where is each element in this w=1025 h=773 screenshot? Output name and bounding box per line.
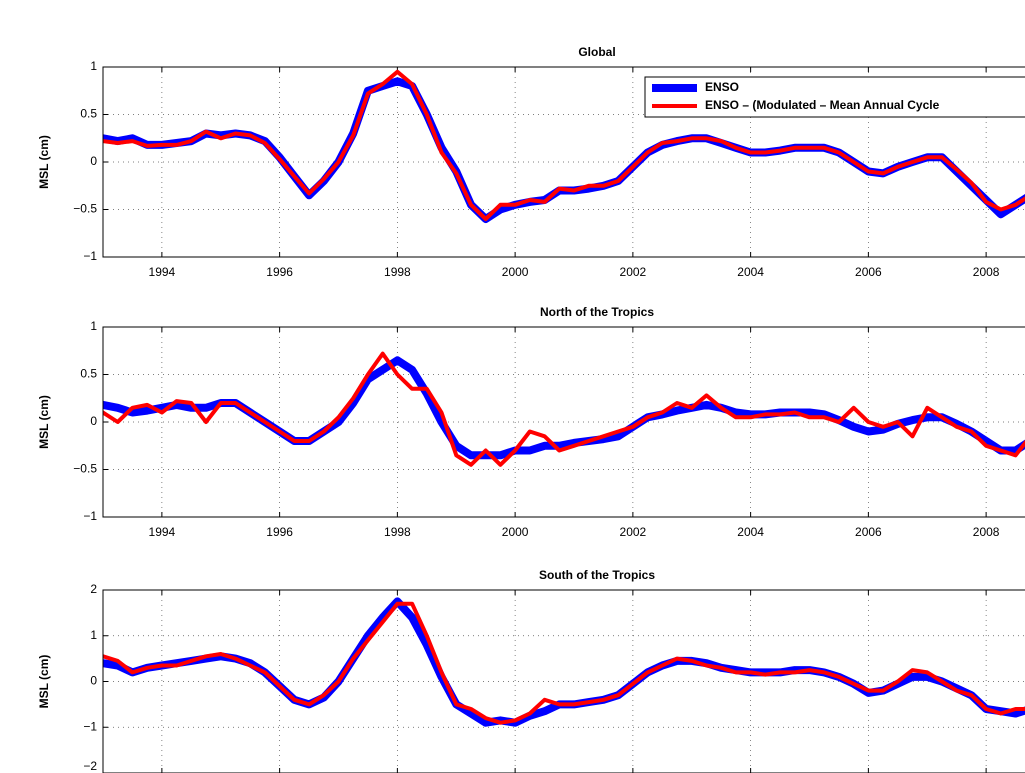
- y-tick-label: 1: [90, 319, 97, 333]
- y-tick-label: 1: [90, 628, 97, 642]
- x-tick-label: 2000: [502, 265, 529, 279]
- legend-label: ENSO – (Modulated – Mean Annual Cycle: [705, 98, 940, 112]
- panel-title: Global: [578, 45, 615, 59]
- axes-frame: [102, 66, 1025, 258]
- y-tick-label: −0.5: [73, 462, 97, 476]
- axes-frame: [102, 326, 1025, 518]
- x-tick-label: 1998: [384, 265, 411, 279]
- y-axis-label: MSL (cm): [37, 395, 51, 449]
- panel: 1994 1996 1998 2000 2002 2004 2006 2008 −1 −0.5 0 0…: [37, 45, 1025, 279]
- legend-box: [644, 76, 1025, 118]
- x-tick-label: 2008: [973, 525, 1000, 539]
- panel-title: North of the Tropics: [540, 305, 654, 319]
- plot-area: [103, 69, 1025, 223]
- y-tick-label: −0.5: [73, 202, 97, 216]
- x-tick-label: 1998: [384, 525, 411, 539]
- legend-label: ENSO: [705, 80, 739, 94]
- y-tick-label: −1: [83, 719, 97, 733]
- plot-area: [103, 597, 1025, 727]
- panel: −2 −1 0 1 2 South of the Tropics MSL (cm): [37, 568, 1025, 773]
- y-tick-label: 0: [90, 674, 97, 688]
- x-tick-label: 2004: [737, 265, 764, 279]
- x-tick-label: 2006: [855, 265, 882, 279]
- series-line: [103, 351, 1025, 467]
- series-line: [103, 69, 1025, 221]
- panel-title: South of the Tropics: [539, 568, 655, 582]
- x-tick-label: 2002: [620, 525, 647, 539]
- x-tick-label: 1996: [266, 265, 293, 279]
- x-tick-label: 1994: [149, 265, 176, 279]
- axes-frame: [102, 589, 1025, 773]
- y-tick-label: 1: [90, 59, 97, 73]
- x-tick-label: 2008: [973, 265, 1000, 279]
- y-tick-label: 0.5: [80, 367, 97, 381]
- panel: 1994 1996 1998 2000 2002 2004 2006 2008 −1 −0.5 0 0…: [37, 305, 1025, 539]
- y-tick-label: −2: [83, 759, 97, 773]
- y-tick-label: 2: [90, 582, 97, 596]
- x-tick-label: 2006: [855, 525, 882, 539]
- y-tick-label: 0: [90, 154, 97, 168]
- y-axis-label: MSL (cm): [37, 135, 51, 189]
- x-tick-label: 2000: [502, 525, 529, 539]
- x-tick-label: 2002: [620, 265, 647, 279]
- y-tick-label: 0.5: [80, 107, 97, 121]
- y-tick-label: −1: [83, 249, 97, 263]
- y-tick-label: 0: [90, 414, 97, 428]
- series-line: [103, 601, 1025, 725]
- x-tick-label: 2004: [737, 525, 764, 539]
- y-axis-label: MSL (cm): [37, 655, 51, 709]
- plot-area: [103, 351, 1025, 467]
- legend: ENSO ENSO – (Modulated – Mean Annual Cycl…: [644, 76, 1025, 118]
- x-tick-label: 1996: [266, 525, 293, 539]
- y-tick-label: −1: [83, 509, 97, 523]
- x-tick-label: 1994: [149, 525, 176, 539]
